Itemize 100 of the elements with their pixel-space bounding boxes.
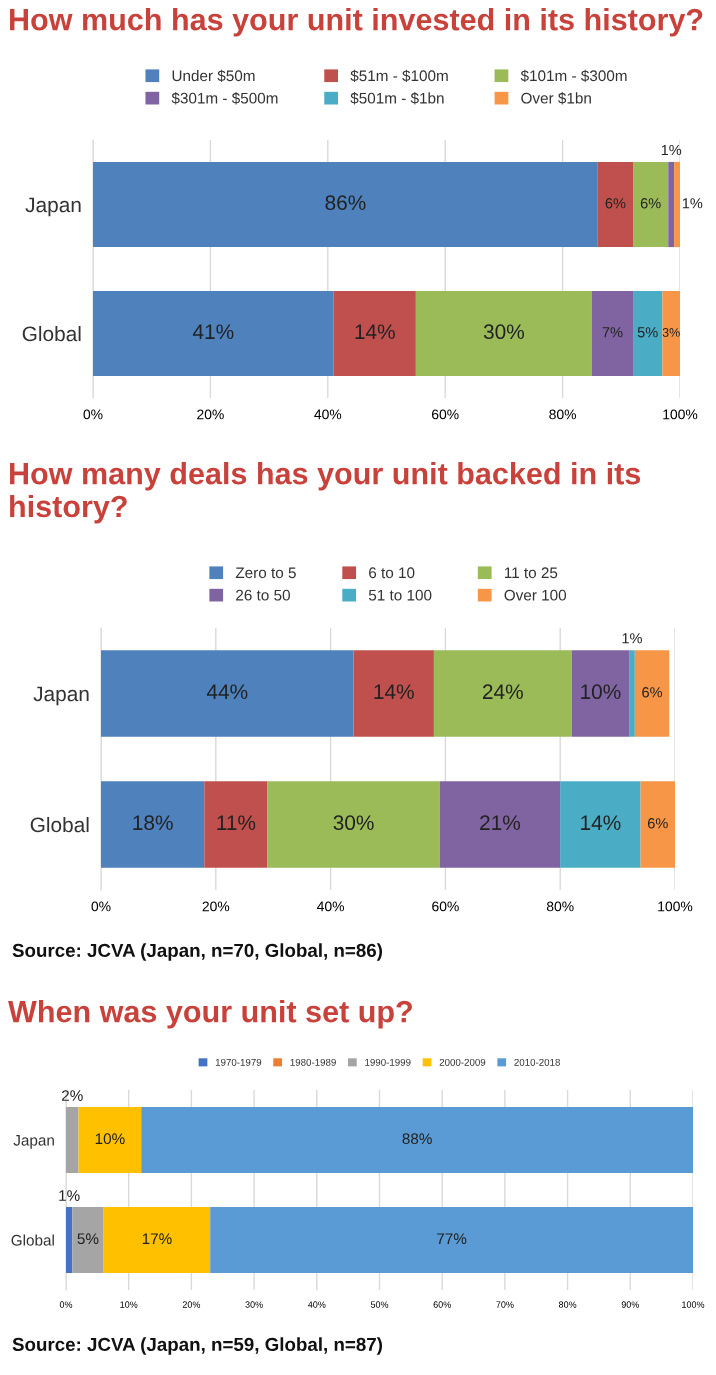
x-tick-label: 10% bbox=[120, 1301, 138, 1308]
data-label: 6% bbox=[640, 198, 661, 209]
data-label: 10% bbox=[95, 1133, 125, 1145]
y-tick-label: Japan bbox=[25, 197, 81, 217]
data-label: 6% bbox=[605, 198, 626, 209]
bar bbox=[560, 781, 641, 868]
x-tick-label: 60% bbox=[433, 1301, 451, 1308]
bar bbox=[103, 1207, 211, 1273]
bar bbox=[267, 781, 440, 868]
data-label: 14% bbox=[374, 684, 414, 700]
x-tick-label: 80% bbox=[546, 901, 574, 912]
bar bbox=[633, 161, 669, 248]
data-label: 7% bbox=[602, 327, 623, 338]
x-tick-label: 90% bbox=[621, 1301, 640, 1308]
y-tick-label: Japan bbox=[13, 1135, 54, 1149]
data-label: 86% bbox=[325, 195, 366, 211]
data-label: 30% bbox=[333, 815, 374, 831]
bar bbox=[629, 650, 635, 737]
bar bbox=[78, 1107, 142, 1173]
x-tick-label: 80% bbox=[549, 409, 577, 420]
legend-label: $301m - $500m bbox=[171, 92, 278, 105]
data-label: 77% bbox=[437, 1233, 467, 1245]
x-tick-label: 20% bbox=[202, 901, 230, 912]
data-label: 5% bbox=[77, 1233, 99, 1245]
x-tick-label: 20% bbox=[197, 409, 224, 420]
data-label: 41% bbox=[192, 324, 234, 340]
data-label: 17% bbox=[142, 1233, 172, 1245]
x-tick-label: 30% bbox=[245, 1301, 263, 1308]
bar bbox=[674, 161, 680, 248]
x-tick-label: 100% bbox=[663, 409, 698, 420]
x-tick-label: 0% bbox=[59, 1301, 73, 1308]
legend-label: 51 to 100 bbox=[368, 589, 432, 601]
bar bbox=[662, 290, 680, 377]
bar bbox=[591, 290, 634, 377]
bar bbox=[204, 781, 268, 868]
data-label: 1% bbox=[622, 633, 642, 644]
chart-title: How many deals has your unit backed in its history? bbox=[10, 462, 641, 524]
data-label: 30% bbox=[483, 324, 525, 340]
bar bbox=[353, 650, 434, 737]
bar bbox=[571, 650, 630, 737]
x-tick-label: 80% bbox=[558, 1301, 577, 1308]
legend-label: 26 to 50 bbox=[236, 589, 290, 601]
data-label: 88% bbox=[402, 1133, 432, 1145]
x-tick-label: 40% bbox=[317, 901, 345, 912]
y-tick-label: Global bbox=[11, 1234, 54, 1246]
bar bbox=[633, 290, 663, 377]
data-label: 2% bbox=[62, 1090, 83, 1101]
legend-label: Zero to 5 bbox=[235, 567, 296, 579]
bar bbox=[439, 781, 561, 868]
x-tick-label: 70% bbox=[496, 1301, 514, 1308]
bar bbox=[634, 650, 670, 737]
legend-label: 2000-2009 bbox=[439, 1058, 486, 1066]
legend-label: 6 to 10 bbox=[369, 567, 415, 579]
bar bbox=[333, 290, 416, 377]
data-label: 24% bbox=[483, 684, 523, 700]
y-tick-label: Global bbox=[30, 816, 89, 833]
legend-label: $101m - $300m bbox=[520, 69, 627, 83]
x-tick-label: 60% bbox=[432, 901, 459, 912]
data-label: 14% bbox=[581, 815, 621, 831]
legend-label: 11 to 25 bbox=[504, 567, 558, 579]
data-label: 1% bbox=[59, 1190, 80, 1201]
data-label: 6% bbox=[642, 687, 663, 698]
x-tick-label: 60% bbox=[432, 409, 459, 420]
source-note: Source: JCVA (Japan, n=59, Global, n=87) bbox=[12, 1337, 383, 1355]
bar bbox=[597, 161, 634, 248]
data-label: 5% bbox=[637, 327, 658, 338]
legend-label: Over $1bn bbox=[521, 92, 591, 105]
x-tick-label: 100% bbox=[658, 901, 693, 912]
data-label: 1% bbox=[682, 198, 703, 209]
bar bbox=[101, 650, 354, 737]
legend-label: 1990-1999 bbox=[365, 1058, 411, 1066]
bar bbox=[668, 161, 675, 248]
bar bbox=[72, 1207, 104, 1273]
data-label: 3% bbox=[662, 328, 680, 337]
bar bbox=[66, 1107, 79, 1173]
bar bbox=[93, 290, 334, 377]
data-label: 21% bbox=[480, 815, 521, 831]
bar bbox=[433, 650, 572, 737]
data-label: 10% bbox=[581, 684, 621, 700]
x-tick-label: 20% bbox=[182, 1301, 201, 1308]
bar bbox=[415, 290, 592, 377]
legend-label: $51m - $100m bbox=[350, 69, 448, 83]
bar bbox=[640, 781, 675, 868]
x-tick-label: 0% bbox=[83, 409, 103, 420]
x-tick-label: 100% bbox=[682, 1301, 705, 1308]
chart-title: How much has your unit invested in its history? bbox=[10, 8, 703, 37]
bar bbox=[101, 781, 205, 868]
data-label: 6% bbox=[647, 818, 668, 829]
legend-label: $501m - $1bn bbox=[350, 92, 444, 105]
y-tick-label: Global bbox=[22, 325, 81, 342]
data-label: 18% bbox=[133, 815, 173, 831]
x-tick-label: 50% bbox=[370, 1301, 389, 1308]
bar bbox=[66, 1207, 73, 1273]
x-tick-label: 0% bbox=[91, 901, 111, 912]
source-note: Source: JCVA (Japan, n=70, Global, n=86) bbox=[12, 943, 383, 961]
legend-label: 1970-1979 bbox=[215, 1058, 262, 1066]
data-label: 11% bbox=[217, 815, 256, 831]
legend-label: 2010-2018 bbox=[514, 1058, 560, 1066]
y-tick-label: Japan bbox=[33, 686, 89, 706]
data-label: 14% bbox=[355, 324, 395, 340]
